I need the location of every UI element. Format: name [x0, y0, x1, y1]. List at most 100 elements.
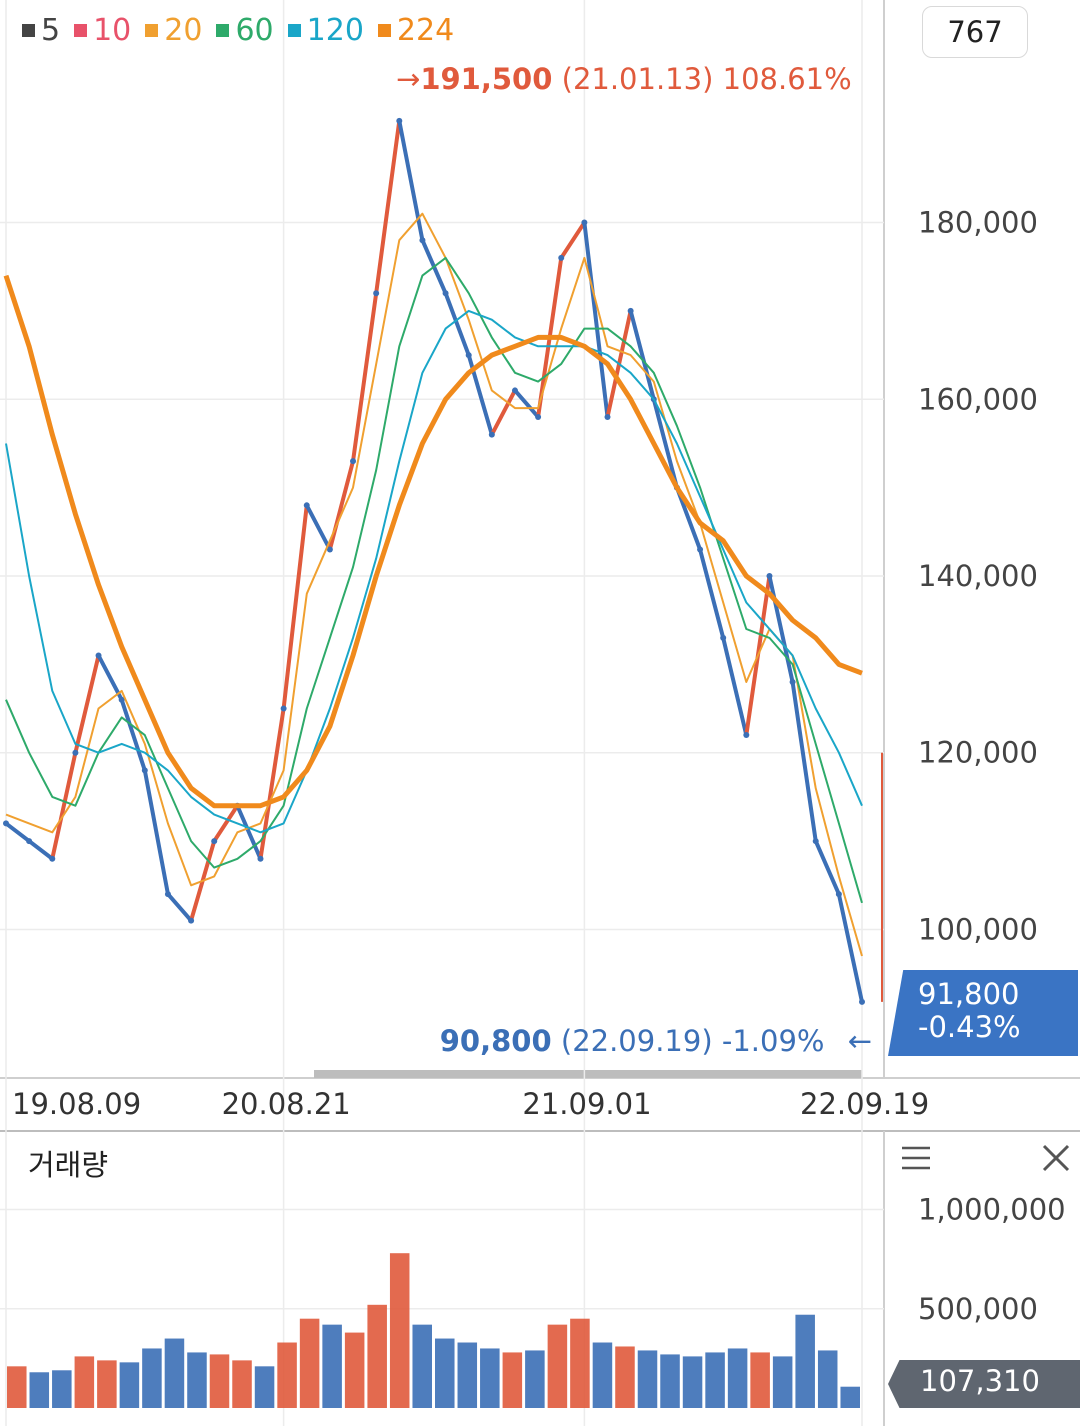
price-segment — [374, 118, 402, 296]
price-point — [835, 891, 842, 898]
price-point — [188, 917, 195, 924]
ma-line-120 — [5, 309, 863, 834]
volume-bar — [367, 1304, 387, 1408]
volume-bar — [750, 1352, 770, 1408]
legend-item-224[interactable]: 224 — [377, 13, 454, 48]
price-point — [350, 458, 357, 465]
price-point — [511, 387, 518, 394]
price-segment — [443, 291, 471, 358]
volume-bar — [142, 1348, 162, 1408]
price-segment — [73, 653, 101, 755]
volume-bar — [277, 1342, 297, 1408]
volume-title: 거래량 — [28, 1148, 109, 1182]
price-point — [627, 307, 634, 314]
price-point — [419, 237, 426, 244]
price-point — [442, 290, 449, 297]
volume-bar — [254, 1366, 275, 1408]
volume-bar — [232, 1360, 252, 1408]
legend-item-10[interactable]: 10 — [74, 13, 131, 48]
price-point — [118, 696, 125, 703]
price-segment — [698, 547, 726, 640]
volume-bar — [322, 1324, 342, 1408]
volume-bar — [299, 1318, 320, 1408]
price-segment — [27, 839, 55, 861]
volume-bar — [389, 1253, 410, 1408]
legend-label-60: 60 — [235, 12, 274, 48]
price-point — [164, 891, 171, 898]
volume-bar — [344, 1332, 365, 1408]
high-arrow-icon: → — [396, 62, 421, 96]
current-price-change: -0.43% — [918, 1010, 1021, 1044]
volume-bar — [547, 1324, 568, 1408]
price-segment — [489, 388, 517, 437]
volume-bar — [637, 1350, 658, 1408]
legend-label-5: 5 — [41, 12, 61, 48]
x-tick-label: 19.08.09 — [12, 1087, 141, 1121]
price-segment — [836, 892, 864, 1004]
volume-bar — [795, 1314, 815, 1408]
volume-bar — [164, 1338, 185, 1408]
volume-bar — [525, 1350, 545, 1408]
price-point — [465, 352, 472, 359]
price-point — [535, 413, 542, 420]
legend-swatch-120 — [287, 23, 301, 37]
volume-bar — [457, 1342, 478, 1408]
price-segment — [397, 118, 425, 243]
price-axis-labels: 100,000 120,000 140,000 160,000 180,000 — [918, 206, 1038, 947]
legend-swatch-60 — [216, 23, 230, 37]
volume-tick-label: 500,000 — [918, 1292, 1038, 1326]
low-price: 90,800 — [439, 1024, 552, 1058]
legend-item-120[interactable]: 120 — [287, 13, 364, 48]
legend-item-60[interactable]: 60 — [216, 12, 274, 48]
price-segment — [651, 397, 679, 490]
price-segment — [512, 388, 541, 419]
price-tick-label: 140,000 — [918, 559, 1038, 593]
x-tick-label: 21.09.01 — [522, 1087, 651, 1121]
legend-label-20: 20 — [164, 12, 203, 48]
current-volume-value: 107,310 — [920, 1364, 1040, 1398]
volume-bar — [615, 1346, 635, 1408]
price-segment — [721, 635, 749, 738]
current-volume-tag — [888, 1360, 1080, 1408]
price-tick-label: 100,000 — [918, 912, 1038, 946]
price-point — [697, 546, 704, 553]
volume-bar — [570, 1318, 590, 1408]
volume-tick-label: 1,000,000 — [918, 1193, 1066, 1227]
volume-bar — [660, 1354, 680, 1408]
price-point — [766, 573, 773, 579]
low-arrow-icon: ← — [847, 1024, 872, 1058]
price-segment — [142, 768, 170, 897]
price-point — [95, 652, 102, 659]
price-segment — [212, 803, 240, 844]
hamburger-menu-icon[interactable] — [898, 1140, 934, 1176]
price-point — [3, 820, 9, 827]
price-point — [26, 838, 33, 845]
price-line — [3, 117, 865, 1005]
price-point — [859, 998, 865, 1005]
legend-item-5[interactable]: 5 — [22, 13, 60, 48]
period-count-button[interactable]: 767 — [922, 6, 1028, 58]
price-segment — [50, 750, 78, 861]
price-segment — [96, 653, 124, 702]
legend-swatch-5 — [22, 23, 35, 37]
low-date: (22.09.19) — [560, 1024, 713, 1058]
scroll-thumb — [314, 1070, 862, 1078]
legend-item-20[interactable]: 20 — [145, 13, 202, 48]
price-point — [72, 749, 79, 756]
volume-bar — [29, 1372, 50, 1408]
volume-bar — [7, 1366, 27, 1408]
price-segment — [304, 503, 332, 552]
price-point — [211, 838, 218, 845]
price-segment — [4, 821, 32, 844]
price-segment — [582, 220, 610, 419]
ma-line-20 — [5, 212, 863, 957]
volume-bars — [7, 1253, 860, 1408]
moving-average-lines — [3, 212, 863, 957]
current-price-tag — [888, 970, 1078, 1056]
x-tick-label: 22.09.19 — [800, 1087, 929, 1121]
low-pct: -1.09% — [721, 1024, 825, 1058]
volume-bar — [682, 1356, 703, 1408]
price-tick-label: 160,000 — [918, 382, 1038, 416]
close-icon[interactable] — [1036, 1138, 1076, 1178]
